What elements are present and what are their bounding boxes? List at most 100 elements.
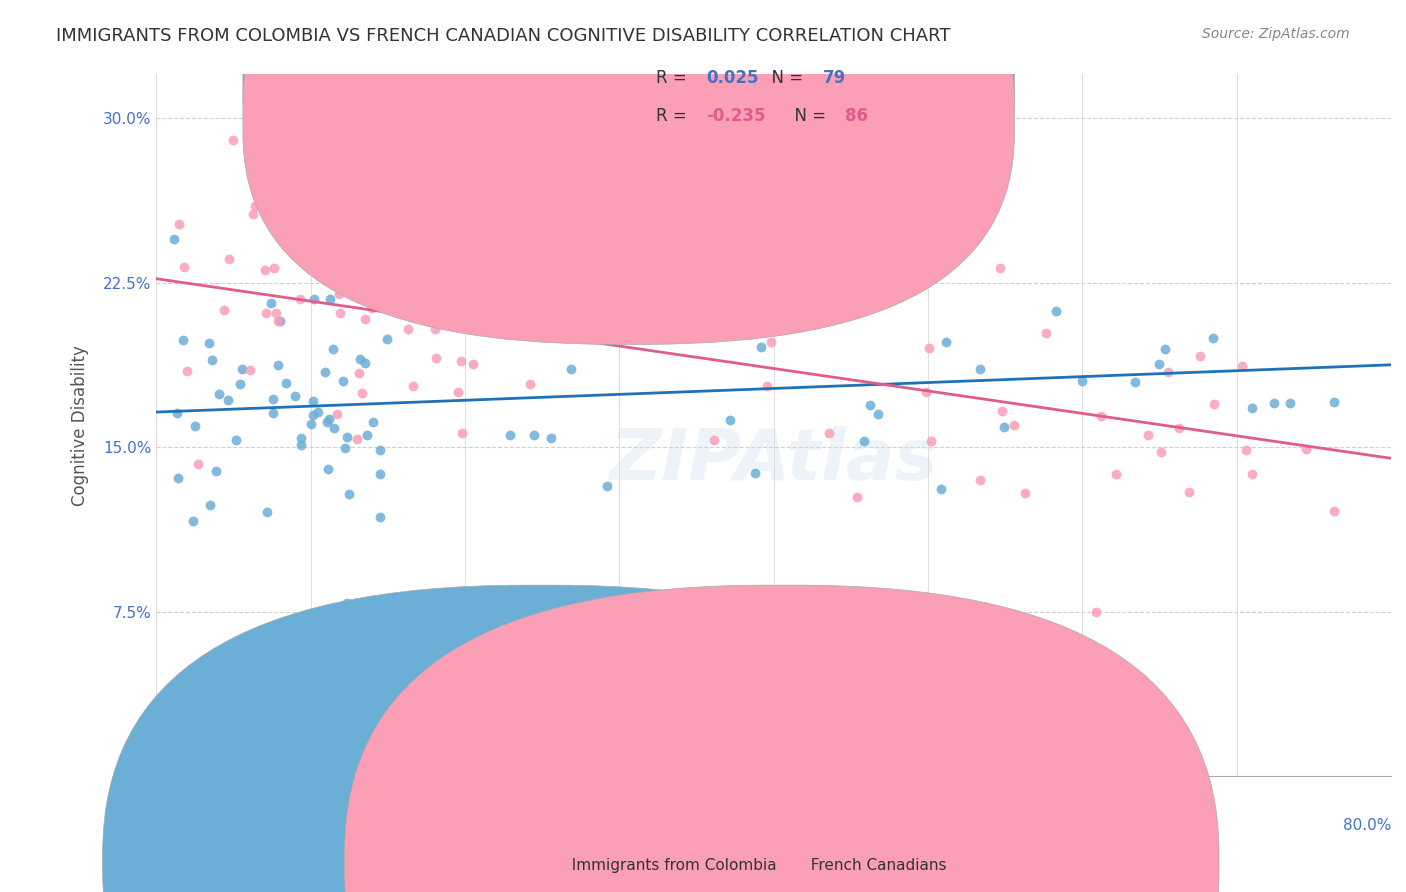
Point (256, 505, 278, 519)
Point (1202, 331, 1225, 345)
Point (299, 417, 322, 432)
Point (738, 187, 761, 202)
Point (284, 389, 307, 403)
Point (290, 438, 312, 452)
FancyBboxPatch shape (243, 0, 1015, 344)
Point (335, 246, 357, 260)
Point (260, 295, 283, 310)
Point (1167, 420, 1189, 434)
FancyBboxPatch shape (103, 585, 977, 892)
Point (478, 280, 501, 294)
Point (929, 482, 952, 496)
Point (163, 232, 186, 246)
Point (993, 419, 1015, 434)
Point (332, 374, 354, 388)
Point (749, 339, 772, 353)
Point (176, 364, 198, 378)
Point (337, 486, 360, 500)
Point (1157, 365, 1180, 379)
Point (856, 273, 879, 287)
Point (326, 407, 349, 421)
Point (703, 433, 725, 447)
Point (322, 421, 344, 435)
Point (931, 240, 953, 254)
FancyBboxPatch shape (589, 46, 910, 152)
Point (173, 260, 195, 274)
Point (328, 277, 350, 291)
Point (361, 415, 384, 429)
Point (316, 415, 339, 429)
Point (274, 376, 297, 390)
Point (1085, 605, 1108, 619)
Point (354, 355, 377, 369)
Point (267, 314, 290, 328)
Point (254, 306, 277, 320)
Point (347, 366, 370, 380)
Point (444, 277, 467, 291)
Point (1150, 445, 1173, 459)
Point (350, 386, 373, 401)
Point (307, 405, 329, 419)
Text: 0.0%: 0.0% (156, 818, 195, 833)
Point (253, 263, 276, 277)
Point (817, 425, 839, 440)
Point (1234, 443, 1257, 458)
Point (450, 425, 472, 440)
Point (200, 498, 222, 512)
Point (318, 412, 340, 426)
Point (1136, 428, 1159, 442)
Point (1189, 350, 1212, 364)
Point (969, 361, 991, 376)
Text: -0.235: -0.235 (706, 107, 765, 125)
Point (238, 363, 260, 377)
Point (523, 428, 546, 442)
Point (962, 232, 984, 246)
Point (336, 596, 359, 610)
Point (519, 376, 541, 391)
Point (267, 358, 290, 372)
Point (1323, 504, 1346, 518)
Point (1263, 396, 1285, 410)
Point (290, 431, 312, 445)
Point (269, 314, 291, 328)
Point (201, 352, 224, 367)
Point (683, 122, 706, 136)
Point (302, 292, 325, 306)
Point (290, 293, 312, 307)
Text: 86: 86 (845, 107, 869, 125)
Point (1147, 357, 1170, 371)
Text: ZIPAtlas: ZIPAtlas (609, 425, 938, 495)
Point (368, 467, 391, 482)
Point (1323, 395, 1346, 409)
Point (302, 252, 325, 266)
Point (166, 471, 188, 485)
Point (302, 393, 325, 408)
Point (221, 133, 243, 147)
Text: R =: R = (657, 69, 693, 87)
Point (316, 462, 339, 476)
Point (329, 306, 352, 320)
Point (187, 457, 209, 471)
Point (718, 413, 741, 427)
Text: Immigrants from Colombia: Immigrants from Colombia (562, 858, 778, 872)
Point (644, 319, 666, 334)
Point (789, 315, 811, 329)
Point (846, 491, 869, 505)
Point (198, 336, 221, 351)
Point (969, 473, 991, 487)
Point (1071, 374, 1094, 388)
Point (263, 261, 285, 276)
Point (1002, 418, 1025, 433)
Point (402, 379, 425, 393)
Point (1295, 442, 1317, 457)
Point (328, 287, 350, 301)
Point (596, 479, 619, 493)
Point (349, 352, 371, 367)
Text: 80.0%: 80.0% (1343, 818, 1391, 833)
Text: N =: N = (783, 107, 831, 125)
Point (875, 283, 897, 297)
Point (488, 318, 510, 332)
Point (184, 419, 207, 434)
Point (208, 387, 231, 401)
Point (716, 301, 738, 316)
